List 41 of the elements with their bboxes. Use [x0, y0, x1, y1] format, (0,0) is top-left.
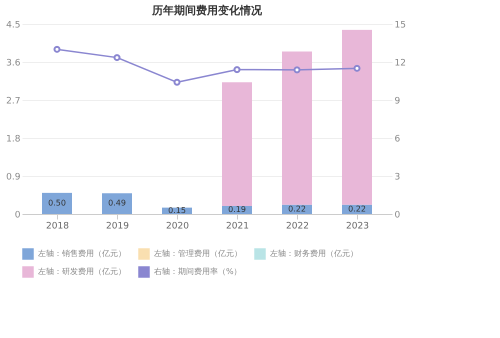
y2-tick-label: 12: [394, 58, 406, 68]
y2-tick-label: 3: [394, 172, 400, 182]
chart-title: 历年期间费用变化情况: [151, 4, 263, 17]
y-tick-label: 0.9: [6, 172, 21, 182]
point: [294, 66, 300, 74]
bar: [282, 51, 312, 205]
y-tick-label: 0: [14, 210, 21, 220]
legend-label: 左轴：管理费用（亿元）: [154, 249, 242, 258]
y-tick-label: 4.5: [6, 20, 20, 30]
data-label: 0.19: [228, 204, 246, 214]
y-tick-label: 2.7: [6, 96, 20, 106]
y2-tick-label: 9: [394, 96, 400, 106]
data-label: 0.22: [348, 204, 366, 214]
y-tick-label: 3.6: [6, 58, 21, 68]
point: [54, 46, 60, 53]
x-tick-label: 2018: [46, 222, 70, 232]
legend-label: 左轴：销售费用（亿元）: [38, 249, 126, 258]
data-label: 0.50: [48, 198, 66, 208]
y2-tick-label: 15: [394, 20, 406, 30]
legend-label: 左轴：财务费用（亿元）: [270, 249, 358, 258]
x-tick-label: 2022: [286, 222, 309, 232]
y2-tick-label: 0: [394, 210, 400, 220]
x-tick-label: 2023: [346, 222, 369, 232]
point: [114, 54, 120, 62]
bar: [42, 192, 72, 214]
bar: [102, 193, 132, 214]
y2-tick-label: 6: [394, 134, 400, 144]
point: [174, 78, 180, 86]
data-label: 0.49: [108, 198, 126, 208]
data-label: 0.22: [288, 204, 306, 214]
point: [234, 66, 240, 74]
y-tick-label: 1.8: [6, 134, 21, 144]
data-label: 0.15: [168, 206, 186, 215]
x-tick-label: 2021: [226, 222, 249, 232]
legend-label: 左轴：研发费用（亿元）: [38, 267, 126, 276]
bar: [342, 30, 372, 205]
x-tick-label: 2019: [106, 222, 130, 232]
legend-label: 右轴：期间费用率（%）: [154, 267, 242, 276]
bar: [222, 82, 252, 206]
x-tick-label: 2020: [166, 222, 190, 232]
point: [354, 64, 360, 72]
